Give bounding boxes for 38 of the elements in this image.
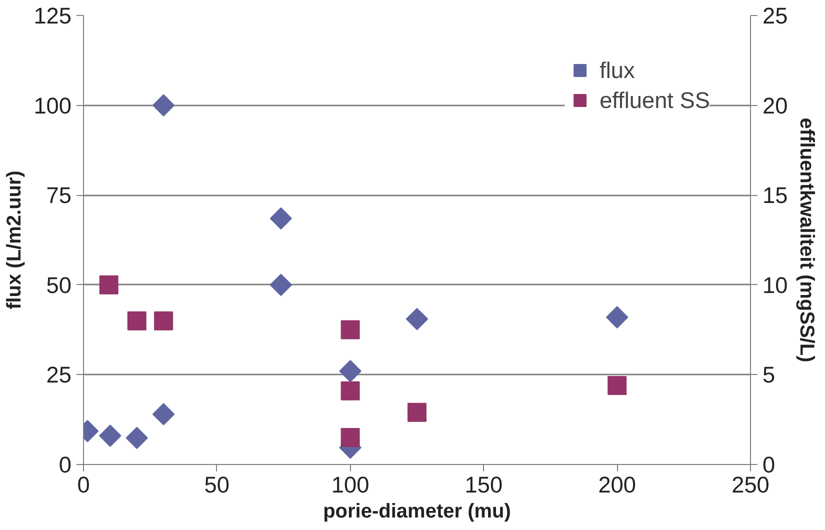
x-tick-label: 200: [598, 472, 636, 498]
y2-tick-label: 25: [762, 2, 788, 28]
y-axis-title: flux (L/m2.uur): [4, 170, 26, 310]
y-tick-label: 125: [34, 2, 72, 28]
point: [340, 320, 360, 340]
y-tick-label: 25: [46, 362, 72, 388]
x-tick-label: 50: [204, 472, 230, 498]
point: [339, 360, 362, 382]
point: [99, 275, 118, 294]
point: [126, 426, 148, 450]
x-tick-label: 0: [77, 472, 90, 498]
point: [154, 311, 174, 330]
y2-axis-title: effluentkwaliteit (mgSS/L): [796, 118, 818, 362]
point: [152, 403, 175, 426]
x-tick-label: 150: [464, 472, 503, 498]
point: [152, 94, 175, 116]
point: [406, 308, 428, 330]
point: [270, 274, 292, 296]
legend-label: effluent SS: [600, 86, 710, 114]
point: [99, 424, 122, 447]
point: [606, 306, 628, 328]
y2-tick-label: 20: [762, 92, 788, 118]
point: [408, 402, 426, 422]
y-tick-label: 0: [58, 452, 72, 478]
y2-tick-label: 15: [762, 182, 788, 208]
x-axis-title: porie-diameter (mu): [323, 500, 511, 522]
point: [608, 376, 627, 395]
point: [270, 207, 292, 230]
x-tick-label: 100: [331, 472, 370, 498]
y2-tick-label: 10: [762, 272, 788, 298]
y2-tick-label: 5: [762, 362, 776, 388]
y-tick-label: 50: [46, 272, 72, 298]
point: [127, 311, 146, 330]
y-tick-label: 100: [34, 92, 72, 118]
legend-label: flux: [600, 56, 635, 84]
point: [340, 428, 360, 448]
y-tick-label: 75: [46, 182, 72, 208]
point: [340, 381, 360, 400]
